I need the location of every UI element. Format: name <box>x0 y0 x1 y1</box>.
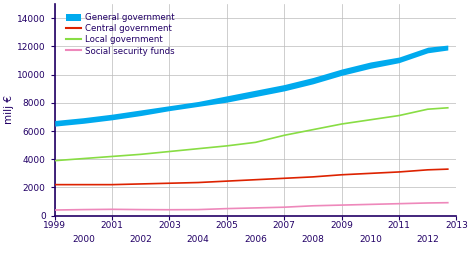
Y-axis label: milj €: milj € <box>4 95 14 124</box>
Legend: General government, Central government, Local government, Social security funds: General government, Central government, … <box>63 11 177 58</box>
